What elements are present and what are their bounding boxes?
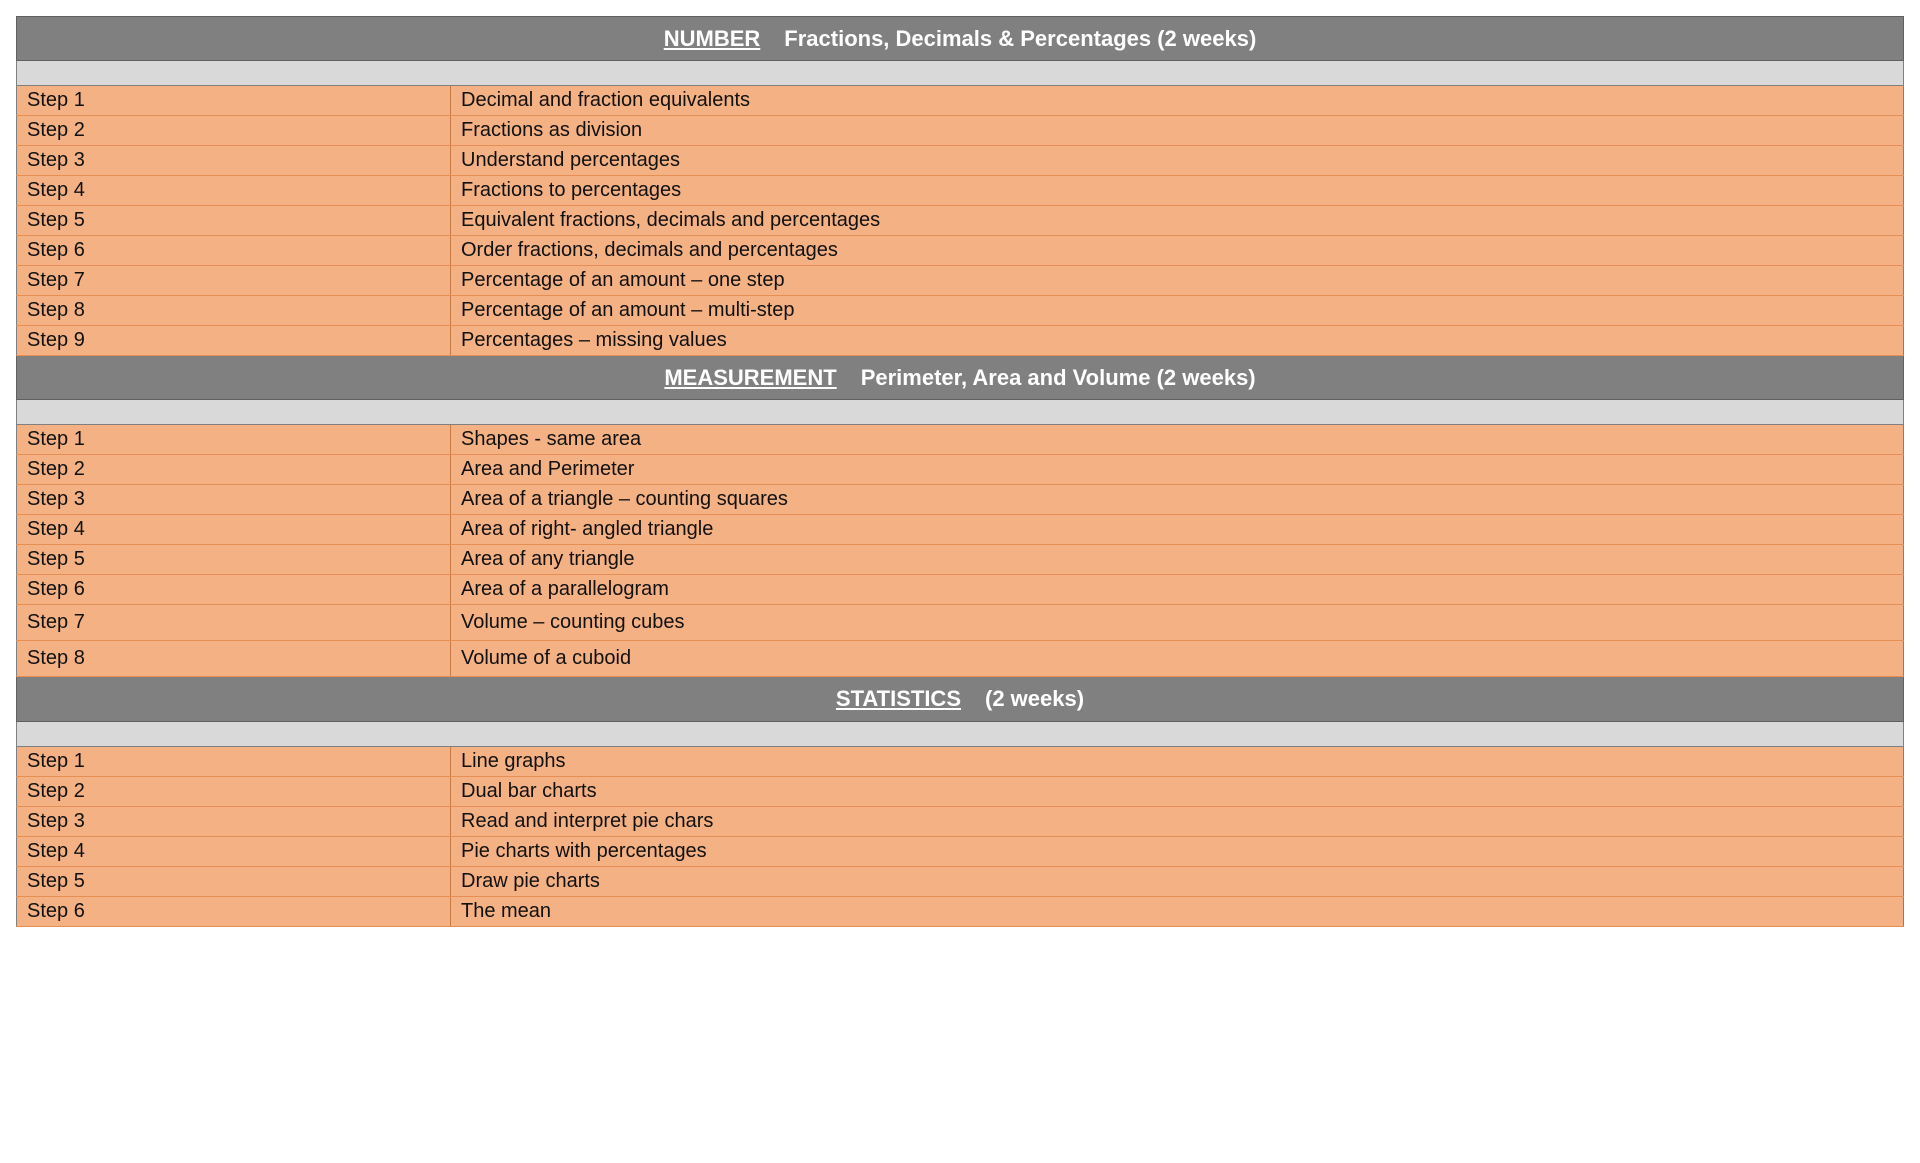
table-row: Step 8Volume of a cuboid bbox=[17, 641, 1904, 677]
table-row: Step 4Pie charts with percentages bbox=[17, 836, 1904, 866]
step-description: Equivalent fractions, decimals and perce… bbox=[451, 206, 1904, 236]
step-description: Shapes - same area bbox=[451, 425, 1904, 455]
table-row: Step 1Line graphs bbox=[17, 746, 1904, 776]
step-description: Draw pie charts bbox=[451, 866, 1904, 896]
spacer-row bbox=[17, 400, 1904, 425]
table-row: Step 5Area of any triangle bbox=[17, 545, 1904, 575]
step-label: Step 5 bbox=[17, 206, 451, 236]
step-label: Step 5 bbox=[17, 866, 451, 896]
step-label: Step 3 bbox=[17, 806, 451, 836]
step-label: Step 2 bbox=[17, 455, 451, 485]
table-row: Step 1Shapes - same area bbox=[17, 425, 1904, 455]
table-row: Step 6The mean bbox=[17, 896, 1904, 926]
section-title: (2 weeks) bbox=[985, 686, 1084, 711]
table-row: Step 3Area of a triangle – counting squa… bbox=[17, 485, 1904, 515]
step-description: Decimal and fraction equivalents bbox=[451, 86, 1904, 116]
spacer-row bbox=[17, 61, 1904, 86]
section-category: NUMBER bbox=[664, 26, 761, 51]
table-row: Step 3Read and interpret pie chars bbox=[17, 806, 1904, 836]
step-label: Step 6 bbox=[17, 896, 451, 926]
table-row: Step 4Fractions to percentages bbox=[17, 176, 1904, 206]
step-description: Dual bar charts bbox=[451, 776, 1904, 806]
table-row: Step 3Understand percentages bbox=[17, 146, 1904, 176]
table-row: Step 6Order fractions, decimals and perc… bbox=[17, 236, 1904, 266]
step-label: Step 4 bbox=[17, 515, 451, 545]
step-label: Step 5 bbox=[17, 545, 451, 575]
step-description: Area of a parallelogram bbox=[451, 575, 1904, 605]
step-description: Area of any triangle bbox=[451, 545, 1904, 575]
step-description: Area of right- angled triangle bbox=[451, 515, 1904, 545]
step-label: Step 8 bbox=[17, 641, 451, 677]
spacer-row bbox=[17, 721, 1904, 746]
step-description: Pie charts with percentages bbox=[451, 836, 1904, 866]
table-row: Step 2Dual bar charts bbox=[17, 776, 1904, 806]
step-description: Fractions as division bbox=[451, 116, 1904, 146]
step-description: Fractions to percentages bbox=[451, 176, 1904, 206]
table-row: Step 5Draw pie charts bbox=[17, 866, 1904, 896]
table-row: Step 9Percentages – missing values bbox=[17, 326, 1904, 356]
step-description: Percentage of an amount – one step bbox=[451, 266, 1904, 296]
step-label: Step 8 bbox=[17, 296, 451, 326]
step-description: Volume – counting cubes bbox=[451, 605, 1904, 641]
curriculum-table: NUMBER Fractions, Decimals & Percentages … bbox=[16, 16, 1904, 927]
table-row: Step 7Volume – counting cubes bbox=[17, 605, 1904, 641]
table-row: Step 6Area of a parallelogram bbox=[17, 575, 1904, 605]
step-description: Line graphs bbox=[451, 746, 1904, 776]
section-title: Fractions, Decimals & Percentages (2 wee… bbox=[784, 26, 1256, 51]
step-label: Step 3 bbox=[17, 146, 451, 176]
step-description: The mean bbox=[451, 896, 1904, 926]
section-title: Perimeter, Area and Volume (2 weeks) bbox=[861, 365, 1256, 390]
step-label: Step 1 bbox=[17, 86, 451, 116]
table-row: Step 8Percentage of an amount – multi-st… bbox=[17, 296, 1904, 326]
step-description: Area and Perimeter bbox=[451, 455, 1904, 485]
step-label: Step 2 bbox=[17, 776, 451, 806]
step-label: Step 4 bbox=[17, 176, 451, 206]
section-header: STATISTICS (2 weeks) bbox=[17, 677, 1904, 721]
step-label: Step 4 bbox=[17, 836, 451, 866]
step-label: Step 1 bbox=[17, 746, 451, 776]
step-description: Understand percentages bbox=[451, 146, 1904, 176]
step-label: Step 7 bbox=[17, 605, 451, 641]
table-row: Step 2Area and Perimeter bbox=[17, 455, 1904, 485]
step-label: Step 1 bbox=[17, 425, 451, 455]
section-category: MEASUREMENT bbox=[664, 365, 836, 390]
step-label: Step 6 bbox=[17, 575, 451, 605]
step-description: Read and interpret pie chars bbox=[451, 806, 1904, 836]
table-row: Step 4Area of right- angled triangle bbox=[17, 515, 1904, 545]
section-category: STATISTICS bbox=[836, 686, 961, 711]
step-description: Percentage of an amount – multi-step bbox=[451, 296, 1904, 326]
table-row: Step 1Decimal and fraction equivalents bbox=[17, 86, 1904, 116]
table-row: Step 5Equivalent fractions, decimals and… bbox=[17, 206, 1904, 236]
step-description: Area of a triangle – counting squares bbox=[451, 485, 1904, 515]
table-row: Step 7Percentage of an amount – one step bbox=[17, 266, 1904, 296]
step-label: Step 9 bbox=[17, 326, 451, 356]
section-header: MEASUREMENT Perimeter, Area and Volume (2… bbox=[17, 356, 1904, 400]
step-description: Volume of a cuboid bbox=[451, 641, 1904, 677]
step-label: Step 7 bbox=[17, 266, 451, 296]
step-description: Percentages – missing values bbox=[451, 326, 1904, 356]
curriculum-tbody: NUMBER Fractions, Decimals & Percentages … bbox=[17, 17, 1904, 927]
step-label: Step 3 bbox=[17, 485, 451, 515]
table-row: Step 2Fractions as division bbox=[17, 116, 1904, 146]
step-description: Order fractions, decimals and percentage… bbox=[451, 236, 1904, 266]
section-header: NUMBER Fractions, Decimals & Percentages … bbox=[17, 17, 1904, 61]
step-label: Step 2 bbox=[17, 116, 451, 146]
step-label: Step 6 bbox=[17, 236, 451, 266]
